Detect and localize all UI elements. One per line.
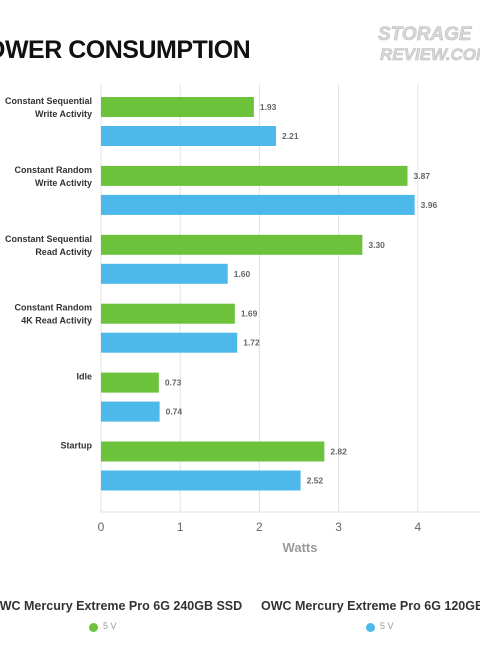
legend-dot-240gb [89, 623, 98, 632]
storagereview-logo: STORAGE REVIEW.COM [378, 24, 480, 65]
value-label: 1.93 [260, 102, 277, 112]
bar [101, 97, 254, 117]
bar [101, 401, 160, 422]
value-label: 2.21 [282, 131, 299, 141]
value-label: 0.73 [165, 378, 182, 388]
value-label: 3.87 [414, 171, 431, 181]
bar [101, 332, 238, 353]
legend-sub-240gb: 5 V [103, 621, 117, 631]
value-label: 1.69 [241, 309, 258, 319]
x-axis-label: Watts [283, 540, 318, 555]
category-label: 4K Read Activity [21, 316, 92, 326]
value-label: 3.96 [421, 200, 438, 210]
category-label: Constant Random [15, 303, 93, 313]
bar [101, 234, 363, 255]
legend-label-240gb: OWC Mercury Extreme Pro 6G 240GB SSD [0, 599, 243, 613]
category-label: Write Activity [35, 109, 92, 119]
category-label: Write Activity [35, 178, 92, 188]
gridlines [100, 84, 480, 513]
x-tick-label: 2 [256, 520, 263, 534]
bars [101, 97, 415, 491]
category-label: Startup [61, 441, 93, 451]
x-tick-label: 0 [98, 520, 105, 534]
bar [101, 470, 301, 491]
bar [101, 165, 408, 186]
bar [101, 303, 235, 324]
bar [101, 372, 159, 393]
legend-sub-120gb: 5 V [380, 621, 394, 631]
category-label: Idle [76, 372, 92, 382]
bar-chart: 0 1 2 3 4 Watts Constant Sequential Write Activ… [5, 84, 480, 555]
value-label: 1.72 [243, 338, 260, 348]
value-label: 3.30 [368, 240, 385, 250]
bar [101, 126, 277, 146]
bar [101, 263, 228, 284]
value-label: 2.82 [330, 447, 347, 457]
category-label: Constant Random [15, 165, 93, 175]
bar [101, 441, 325, 462]
x-tick-label: 4 [414, 520, 421, 534]
logo-text-top: STORAGE [378, 24, 473, 45]
x-tick-label: 1 [177, 520, 184, 534]
logo-text-bottom: REVIEW.COM [380, 45, 480, 64]
x-tick-label: 3 [335, 520, 342, 534]
legend-label-120gb: OWC Mercury Extreme Pro 6G 120GB S [261, 599, 480, 613]
category-label: Constant Sequential [5, 96, 92, 106]
legend-dot-120gb [366, 623, 375, 632]
category-label: Read Activity [35, 247, 92, 257]
value-label: 1.60 [234, 269, 251, 279]
bar [101, 194, 415, 215]
category-label: Constant Sequential [5, 234, 92, 244]
chart-title: OWER CONSUMPTION [0, 36, 251, 64]
value-label: 2.52 [307, 476, 324, 486]
value-label: 0.74 [166, 407, 183, 417]
labels: 0 1 2 3 4 Watts Constant Sequential Write Activ… [5, 96, 437, 555]
